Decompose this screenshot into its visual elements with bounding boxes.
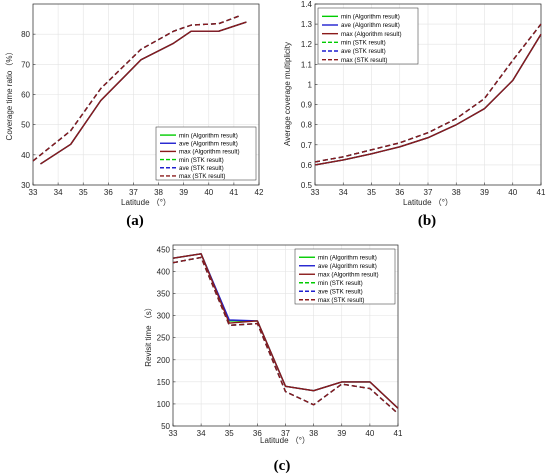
y-tick-label: 300 xyxy=(157,312,171,321)
legend-label-4: min (STK result) xyxy=(318,280,363,287)
y-tick-label: 0.9 xyxy=(301,101,313,110)
legend-label-2: ave (Algorithm result) xyxy=(318,263,377,270)
y-tick-label: 40 xyxy=(21,151,30,160)
y-tick-label: 70 xyxy=(21,60,30,69)
legend-label-6: max (STK result) xyxy=(341,57,387,64)
chart-panel-c: 33 34 35 36 37 38 39 40 41 50 100 150 200 250 300 350 40… xyxy=(144,244,403,445)
chart-panel-b: 33 34 35 36 37 38 39 40 41 0.5 0.6 0.7 0.8 0.9 1 1.1 1.2… xyxy=(283,0,546,207)
y-tick-label: 450 xyxy=(157,245,171,254)
panel-label-a: (a) xyxy=(126,213,144,229)
x-tick-label: 33 xyxy=(169,429,178,438)
y-tick-label: 350 xyxy=(157,290,171,299)
y-tick-label: 1.4 xyxy=(301,0,313,9)
y-tick-label: 0.8 xyxy=(301,121,313,130)
series-line-6 xyxy=(32,15,240,162)
x-tick-label: 36 xyxy=(104,188,113,197)
x-axis-label: Latitude （°） xyxy=(403,198,453,207)
chart-panel-a: 33 34 35 36 37 38 39 40 41 42 30 40 50 60 70 80 min (Alg… xyxy=(5,3,264,207)
y-tick-label: 0.5 xyxy=(301,181,313,190)
legend-label-1: min (Algorithm result) xyxy=(179,132,238,139)
panel-label-b: (b) xyxy=(418,213,436,229)
y-tick-label: 50 xyxy=(161,422,170,431)
x-tick-label: 33 xyxy=(311,188,320,197)
x-tick-label: 35 xyxy=(225,429,234,438)
y-tick-label: 1 xyxy=(308,80,313,89)
legend-label-1: min (Algorithm result) xyxy=(318,254,377,261)
legend-label-6: max (STK result) xyxy=(318,297,364,304)
y-tick-label: 250 xyxy=(157,334,171,343)
series-line-3 xyxy=(314,33,542,166)
legend-label-6: max (STK result) xyxy=(179,173,225,180)
legend-label-3: max (Algorithm result) xyxy=(318,271,379,278)
y-tick-label: 30 xyxy=(21,181,30,190)
y-axis-label: Revisit time （s） xyxy=(144,303,153,367)
legend-label-5: ave (STK result) xyxy=(318,288,363,295)
x-tick-label: 36 xyxy=(253,429,262,438)
x-tick-label: 41 xyxy=(229,188,238,197)
legend-label-1: min (Algorithm result) xyxy=(341,14,400,21)
panel-label-c: (c) xyxy=(274,458,291,474)
y-tick-label: 200 xyxy=(157,356,171,365)
y-tick-label: 0.6 xyxy=(301,161,313,170)
legend-box xyxy=(317,7,419,65)
x-tick-label: 34 xyxy=(339,188,348,197)
axes-frame xyxy=(32,3,260,186)
x-tick-label: 34 xyxy=(197,429,206,438)
x-tick-label: 40 xyxy=(508,188,517,197)
x-tick-label: 37 xyxy=(281,429,290,438)
y-tick-label: 80 xyxy=(21,30,30,39)
legend-box xyxy=(294,248,396,305)
x-tick-label: 39 xyxy=(480,188,489,197)
x-tick-label: 36 xyxy=(395,188,404,197)
y-tick-label: 1.3 xyxy=(301,20,313,29)
y-axis-label: Average coverage multiplicity xyxy=(283,42,292,146)
series-line-3 xyxy=(172,253,399,409)
x-tick-label: 39 xyxy=(179,188,188,197)
x-tick-label: 37 xyxy=(129,188,138,197)
legend-label-5: ave (STK result) xyxy=(179,165,224,172)
x-tick-label: 41 xyxy=(537,188,546,197)
legend-label-3: max (Algorithm result) xyxy=(341,31,402,38)
x-tick-label: 35 xyxy=(367,188,376,197)
x-tick-label: 41 xyxy=(394,429,403,438)
axes-frame xyxy=(172,244,399,427)
y-tick-label: 150 xyxy=(157,378,171,387)
legend-box xyxy=(155,126,257,181)
legend-label-5: ave (STK result) xyxy=(341,48,386,55)
series-line-6 xyxy=(172,256,399,415)
y-tick-label: 0.7 xyxy=(301,141,313,150)
y-tick-label: 1.1 xyxy=(301,60,313,69)
x-axis-label: Latitude （°） xyxy=(121,198,171,207)
series-line-6 xyxy=(314,23,542,163)
legend-label-4: min (STK result) xyxy=(179,157,224,164)
x-tick-label: 38 xyxy=(154,188,163,197)
x-tick-label: 33 xyxy=(29,188,38,197)
x-tick-label: 38 xyxy=(309,429,318,438)
x-tick-label: 34 xyxy=(54,188,63,197)
series-line-3 xyxy=(40,21,247,165)
y-tick-label: 100 xyxy=(157,400,171,409)
legend-label-2: ave (Algorithm result) xyxy=(341,22,400,29)
legend-label-3: max (Algorithm result) xyxy=(179,149,240,156)
x-axis-label: Latitude （°） xyxy=(260,436,310,445)
x-tick-label: 39 xyxy=(337,429,346,438)
x-tick-label: 40 xyxy=(204,188,213,197)
y-tick-label: 400 xyxy=(157,267,171,276)
x-tick-label: 38 xyxy=(452,188,461,197)
y-tick-label: 1.2 xyxy=(301,40,313,49)
x-tick-label: 35 xyxy=(79,188,88,197)
y-tick-label: 60 xyxy=(21,91,30,100)
y-axis-label: Coverage time ratio（%） xyxy=(5,48,14,141)
x-tick-label: 37 xyxy=(424,188,433,197)
x-tick-label: 42 xyxy=(255,188,264,197)
legend-label-2: ave (Algorithm result) xyxy=(179,140,238,147)
legend-label-4: min (STK result) xyxy=(341,40,386,47)
x-tick-label: 40 xyxy=(365,429,374,438)
axes-frame xyxy=(314,3,542,186)
y-tick-label: 50 xyxy=(21,121,30,130)
